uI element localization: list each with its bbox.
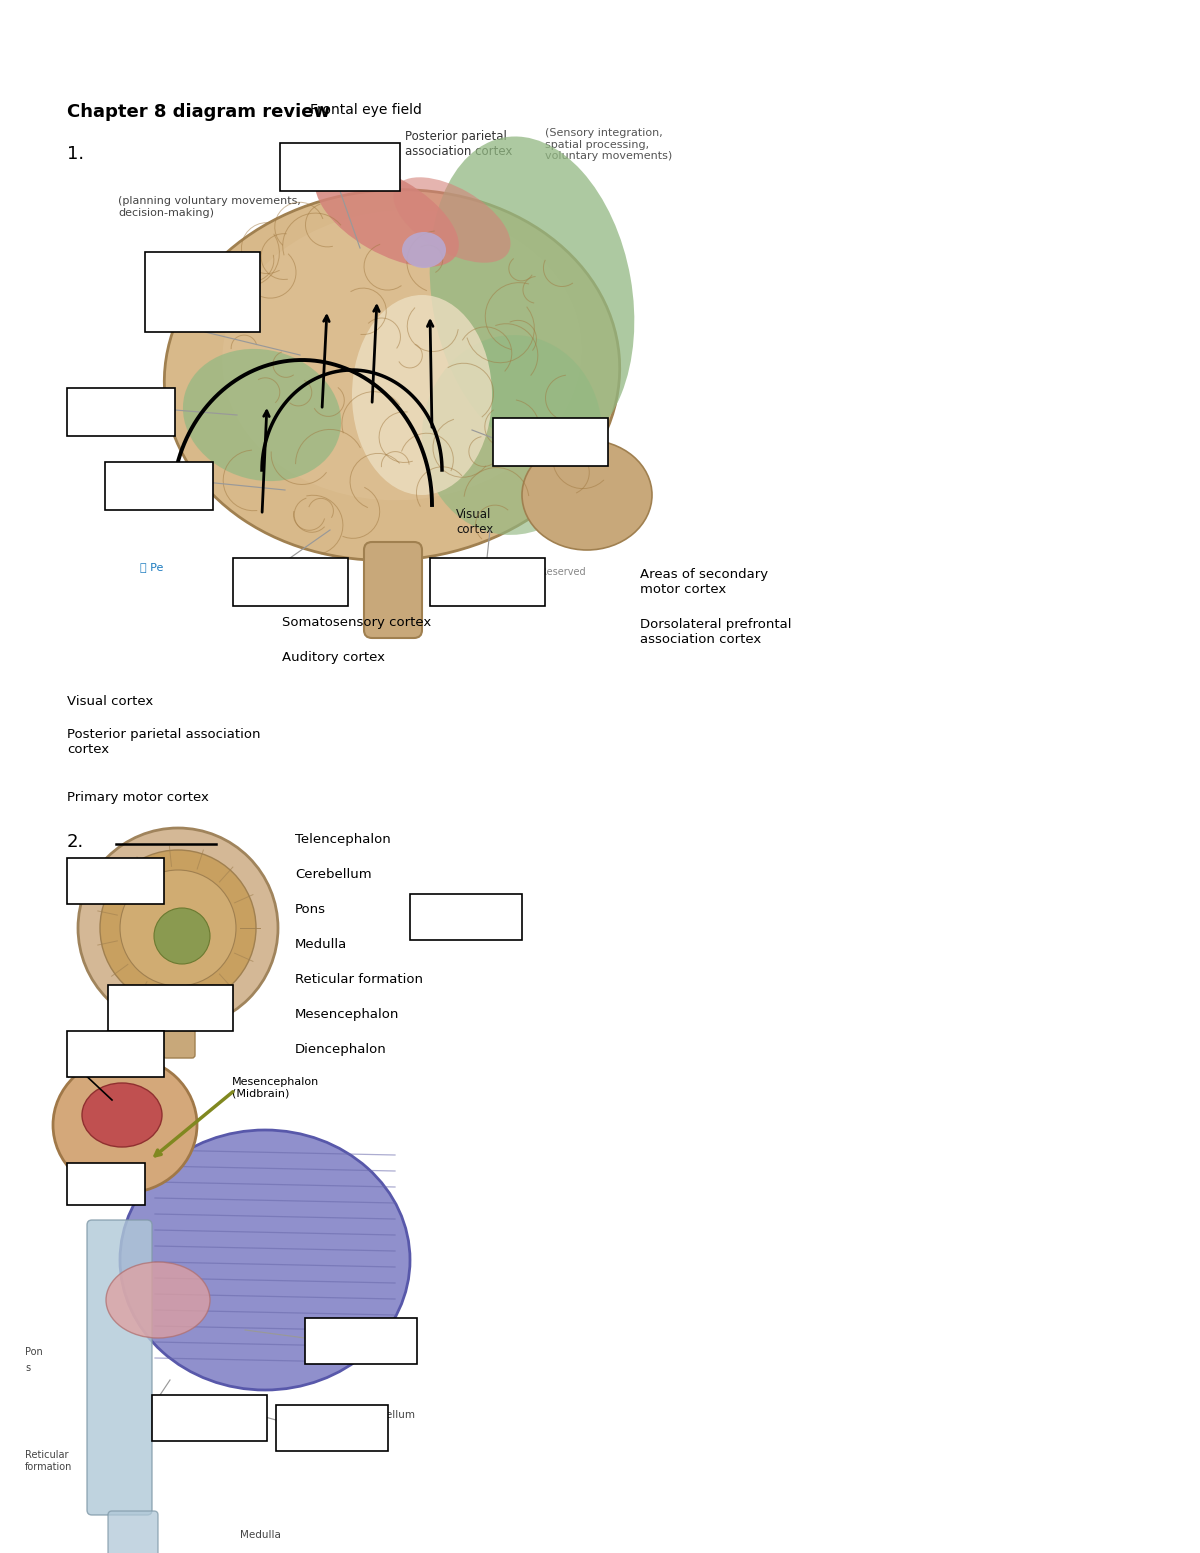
Bar (280, 143, 400, 191)
Ellipse shape (402, 231, 446, 269)
Bar (145, 252, 260, 332)
Ellipse shape (430, 137, 635, 453)
Ellipse shape (120, 870, 236, 986)
Text: Ⓟ Pe: Ⓟ Pe (140, 562, 163, 572)
FancyBboxPatch shape (364, 542, 422, 638)
Text: 2.: 2. (67, 832, 84, 851)
Ellipse shape (154, 909, 210, 964)
Ellipse shape (53, 1058, 197, 1193)
Ellipse shape (182, 349, 341, 481)
Bar (67, 388, 175, 436)
Bar (67, 1031, 164, 1076)
Bar (106, 461, 214, 509)
Text: Frontal eye field: Frontal eye field (310, 102, 422, 116)
Bar (108, 985, 233, 1031)
Text: Mesencephalon
(Midbrain): Mesencephalon (Midbrain) (232, 1076, 319, 1098)
Ellipse shape (394, 177, 510, 262)
Text: Chapter 8 diagram review: Chapter 8 diagram review (67, 102, 330, 121)
Text: Cerebellum: Cerebellum (295, 868, 372, 881)
Text: Areas of secondary
motor cortex: Areas of secondary motor cortex (640, 568, 768, 596)
Bar (233, 558, 348, 606)
Text: Medulla: Medulla (295, 938, 347, 950)
Bar (493, 418, 608, 466)
Ellipse shape (106, 1263, 210, 1339)
Text: Telencephalon: Telencephalon (295, 832, 391, 846)
FancyBboxPatch shape (88, 1221, 152, 1516)
Text: Medulla: Medulla (240, 1530, 281, 1541)
Ellipse shape (100, 849, 256, 1006)
Ellipse shape (222, 210, 582, 500)
Ellipse shape (82, 1082, 162, 1148)
Ellipse shape (352, 295, 492, 495)
Text: (planning voluntary movements,
decision-making): (planning voluntary movements, decision-… (118, 196, 301, 217)
FancyBboxPatch shape (108, 1511, 158, 1553)
Ellipse shape (120, 1131, 410, 1390)
Text: Pon: Pon (25, 1346, 43, 1357)
Text: Visual
cortex: Visual cortex (456, 508, 493, 536)
Ellipse shape (78, 828, 278, 1028)
Text: Reticular
formation: Reticular formation (25, 1451, 72, 1472)
Text: i: i (67, 1068, 71, 1081)
Text: Auditory cortex: Auditory cortex (282, 651, 385, 665)
Bar (67, 1163, 145, 1205)
Text: 1.: 1. (67, 144, 84, 163)
Text: Pons: Pons (295, 902, 326, 916)
Text: Reticular formation: Reticular formation (295, 974, 424, 986)
Bar (152, 1395, 266, 1441)
Text: Somatosensory cortex: Somatosensory cortex (282, 617, 431, 629)
Bar (305, 1318, 418, 1364)
Text: Posterior parietal
association cortex: Posterior parietal association cortex (406, 130, 512, 158)
Ellipse shape (164, 189, 619, 561)
Ellipse shape (316, 163, 458, 267)
Text: Cerebellum: Cerebellum (355, 1410, 415, 1419)
Bar (67, 857, 164, 904)
Text: Mesencephalon: Mesencephalon (295, 1008, 400, 1020)
Ellipse shape (422, 335, 602, 534)
Text: ts Reserved: ts Reserved (528, 567, 586, 578)
Bar (430, 558, 545, 606)
Text: Posterior parietal association
cortex: Posterior parietal association cortex (67, 728, 260, 756)
Ellipse shape (522, 439, 652, 550)
Text: Dorsolateral prefrontal
association cortex: Dorsolateral prefrontal association cort… (640, 618, 792, 646)
Text: Diencephalon: Diencephalon (295, 1044, 386, 1056)
Text: Primary motor cortex: Primary motor cortex (67, 790, 209, 804)
Bar (276, 1405, 388, 1451)
Text: s: s (25, 1364, 30, 1373)
Text: (Sensory integration,
spatial processing,
voluntary movements): (Sensory integration, spatial processing… (545, 127, 672, 162)
Text: Visual cortex: Visual cortex (67, 696, 154, 708)
Bar (410, 895, 522, 940)
FancyBboxPatch shape (163, 1020, 194, 1058)
